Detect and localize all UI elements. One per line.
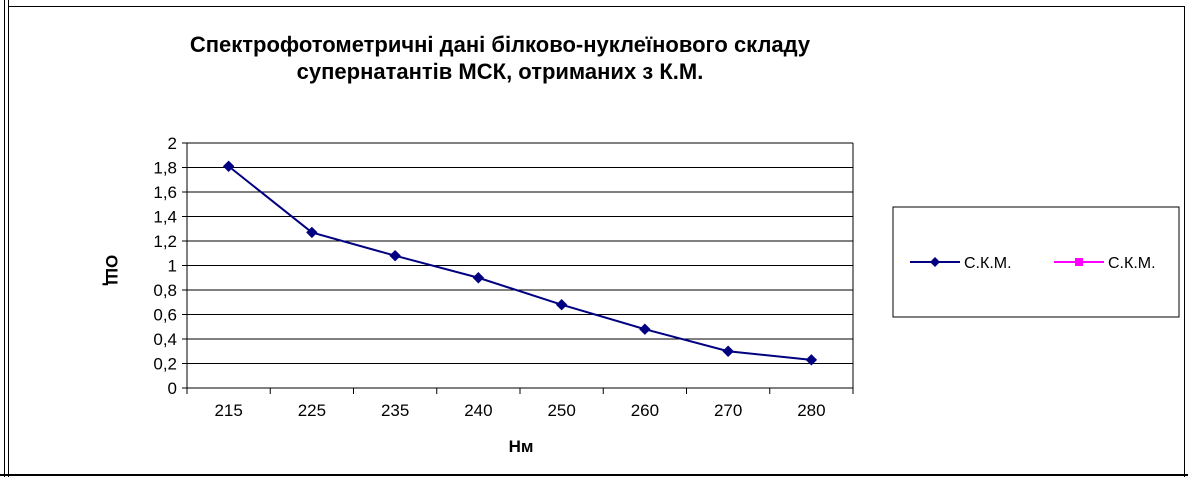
series-1 — [222, 160, 818, 366]
y-tick-label: 1,4 — [153, 208, 177, 227]
x-tick-label: 260 — [631, 401, 659, 420]
frame-border-top — [8, 6, 1184, 7]
legend-entry-2: С.К.М. — [1054, 255, 1156, 272]
y-tick-label: 0,4 — [153, 330, 177, 349]
y-tick-label: 0 — [168, 379, 177, 398]
data-point — [555, 298, 568, 311]
chart-title-line-2: супернатантів МСК, отриманих з К.М. — [297, 59, 704, 84]
axes — [182, 142, 854, 394]
x-tick-label: 280 — [797, 401, 825, 420]
data-point — [389, 249, 401, 262]
x-tick-label: 215 — [214, 401, 242, 420]
x-tick-label: 240 — [464, 401, 492, 420]
x-axis-title: Нм — [509, 437, 534, 456]
legend: С.К.М. С.К.М. — [892, 206, 1180, 318]
frame-border-left — [4, 0, 5, 477]
y-tick-label: 1,8 — [153, 159, 177, 178]
data-point — [222, 160, 235, 172]
x-tick-label: 250 — [547, 401, 575, 420]
chart-title-line-1: Спектрофотометричні дані білково-нуклеїн… — [190, 32, 811, 57]
y-tick-label: 0,2 — [153, 355, 177, 374]
legend-marker — [1075, 258, 1083, 266]
y-tick-label: 0,6 — [153, 306, 177, 325]
data-point — [639, 323, 651, 335]
legend-entry-1: С.К.М. — [910, 255, 1012, 272]
legend-marker — [930, 257, 940, 267]
legend-label: С.К.М. — [1108, 255, 1156, 272]
data-point — [472, 272, 485, 284]
y-tick-label: 1,2 — [153, 232, 177, 251]
series — [222, 160, 818, 366]
x-tick-label: 235 — [381, 401, 409, 420]
frame-border-bottom — [0, 474, 1188, 476]
frame-border-left-inner — [8, 0, 9, 477]
y-tick-label: 1,6 — [153, 183, 177, 202]
y-tick-labels: 0 0,2 0,4 0,6 0,8 1 1,2 1,4 1,6 1,8 2 — [153, 134, 177, 398]
y-axis-title: ОЩ — [102, 255, 121, 286]
data-point — [722, 345, 734, 357]
frame-border-right — [1184, 6, 1185, 477]
legend-label: С.К.М. — [964, 255, 1012, 272]
y-tick-label: 2 — [168, 134, 177, 153]
x-tick-label: 270 — [714, 401, 742, 420]
data-point — [306, 226, 318, 239]
x-tick-labels: 215 225 235 240 250 260 270 280 — [214, 401, 825, 420]
y-tick-label: 0,8 — [153, 281, 177, 300]
series-line — [228, 165, 812, 361]
y-tick-label: 1 — [168, 257, 177, 276]
data-point — [805, 354, 818, 366]
gridlines — [187, 142, 853, 364]
x-tick-label: 225 — [298, 401, 326, 420]
